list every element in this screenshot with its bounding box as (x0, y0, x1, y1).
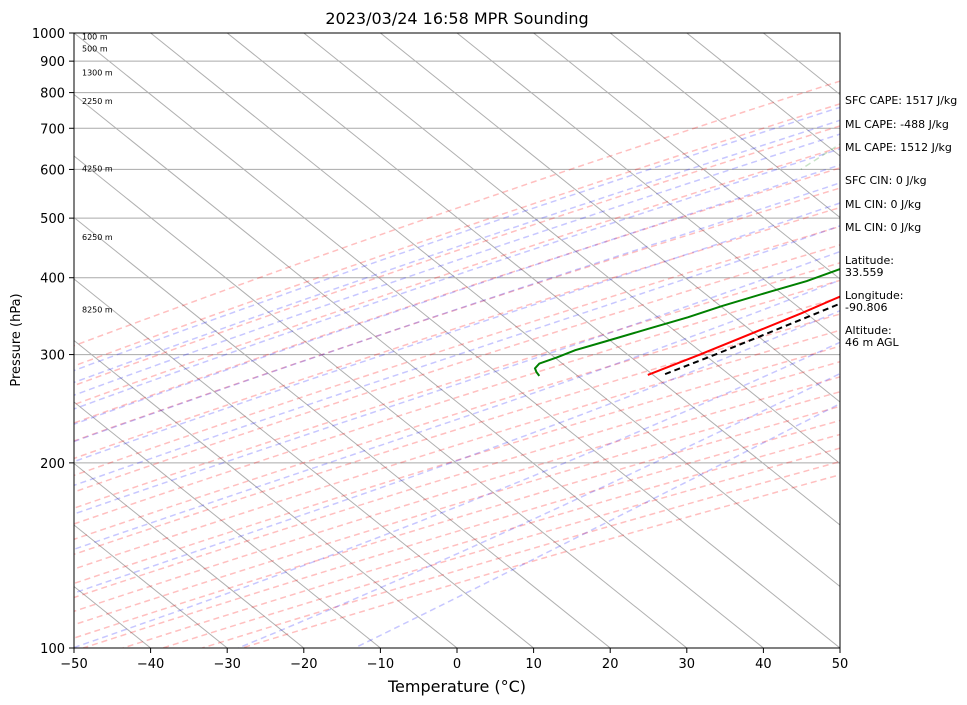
ml-cape-text-1: ML CAPE: -488 J/kg (845, 118, 949, 131)
latitude-text: Latitude: 33.559 (845, 254, 894, 279)
y-tick-label: 600 (40, 163, 65, 178)
dry-adiabat (74, 167, 840, 424)
dry-adiabat (74, 187, 840, 442)
x-tick-label: 50 (832, 657, 849, 672)
y-tick-label: 100 (40, 642, 65, 657)
dry-adiabat (74, 206, 840, 460)
isotherm-line (74, 462, 305, 648)
x-tick-label: −30 (213, 657, 240, 672)
height-label: 1300 m (82, 69, 113, 78)
ml-cin-text-2: ML CIN: 0 J/kg (845, 221, 922, 234)
sfc-cape-text: SFC CAPE: 1517 J/kg (845, 94, 958, 107)
height-labels: 100 m 500 m 1300 m 2250 m 4250 m 6250 m 8250 m (82, 32, 113, 314)
y-tick-label: 200 (40, 457, 65, 472)
dry-adiabat (74, 329, 840, 570)
isotherm-line (609, 33, 840, 219)
dry-adiabat (74, 146, 840, 406)
ml-cin-text-1: ML CIN: 0 J/kg (845, 198, 922, 211)
x-axis-label: Temperature (°C) (387, 677, 526, 696)
isotherm-line (686, 33, 840, 157)
x-tick-label: 20 (602, 657, 619, 672)
altitude-text: Altitude: 46 m AGL (845, 324, 899, 349)
background-lines (74, 33, 840, 648)
y-tick-label: 800 (40, 87, 65, 102)
chart-title: 2023/03/24 16:58 MPR Sounding (325, 9, 588, 28)
height-label: 500 m (82, 45, 108, 54)
dry-adiabat (74, 279, 840, 525)
moist-adiabat (74, 106, 840, 372)
series-1-line (533, 268, 840, 377)
height-label: 100 m (82, 32, 108, 41)
moist-adiabat (74, 250, 840, 515)
moist-adiabat (74, 225, 840, 487)
x-tick-label: 30 (679, 657, 696, 672)
isotherm-line (74, 93, 764, 648)
moist-adiabat (74, 182, 840, 443)
x-tick-label: −10 (367, 657, 394, 672)
isotherm-line (74, 401, 381, 648)
isotherm-line (74, 278, 534, 648)
y-tick-label: 500 (40, 212, 65, 227)
y-tick-label: 400 (40, 272, 65, 287)
y-axis: 1000 900 800 700 600 500 400 300 200 100 (32, 27, 74, 657)
x-tick-label: −40 (137, 657, 164, 672)
isotherm-line (74, 216, 611, 648)
moist-adiabat (74, 341, 840, 648)
isotherm-line (303, 33, 840, 465)
y-tick-label: 900 (40, 55, 65, 70)
height-label: 2250 m (82, 97, 113, 106)
height-label: 8250 m (82, 306, 113, 315)
sfc-cin-text: SFC CIN: 0 J/kg (845, 174, 927, 187)
height-label: 6250 m (82, 233, 113, 242)
isotherm-line (74, 155, 688, 648)
dry-adiabat (74, 313, 840, 556)
isotherm-line (74, 339, 458, 648)
moist-adiabat (74, 202, 840, 463)
x-axis: −50 −40 −30 −20 −10 0 10 20 30 40 50 (60, 648, 848, 672)
x-tick-label: 10 (525, 657, 542, 672)
y-axis-label: Pressure (hPa) (9, 293, 24, 386)
moist-adiabat (74, 133, 840, 396)
sounding-profiles (533, 268, 840, 377)
x-tick-label: −20 (290, 657, 317, 672)
ml-cape-text-2: ML CAPE: 1512 J/kg (845, 141, 952, 154)
y-tick-label: 700 (40, 122, 65, 137)
dry-adiabat (74, 244, 840, 493)
moist-adiabat (74, 119, 840, 384)
longitude-text: Longitude: -90.806 (845, 289, 904, 314)
isotherm-line (456, 33, 840, 342)
y-tick-label: 1000 (32, 27, 65, 42)
moist-adiabat (74, 148, 840, 410)
y-tick-label: 300 (40, 349, 65, 364)
moist-adiabat (74, 164, 840, 425)
dry-adiabat (74, 390, 840, 626)
dry-adiabat (74, 360, 840, 599)
x-tick-label: −50 (60, 657, 87, 672)
x-tick-label: 0 (453, 657, 461, 672)
isotherm-line (380, 33, 840, 403)
moist-adiabat (74, 279, 840, 551)
isotherm-line (533, 33, 840, 280)
isotherm-line (74, 33, 840, 648)
height-label: 4250 m (82, 165, 113, 174)
isotherm-line (150, 33, 840, 588)
x-tick-label: 40 (755, 657, 772, 672)
isotherm-line (74, 524, 228, 648)
